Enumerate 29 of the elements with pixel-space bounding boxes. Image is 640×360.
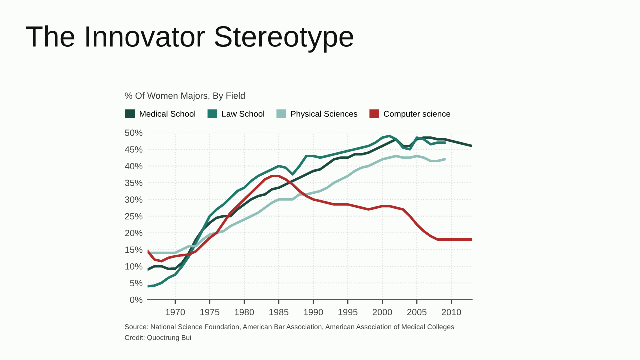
x-tick-label: 2005 (408, 309, 427, 316)
x-tick-label: 1990 (304, 309, 324, 316)
y-tick-label: 40% (125, 163, 143, 170)
y-tick-label: 25% (125, 213, 143, 220)
y-tick-label: 50% (125, 130, 143, 136)
x-tick-label: 1985 (270, 309, 289, 316)
x-tick-label: 2000 (372, 309, 392, 316)
y-tick-label: 30% (125, 196, 143, 204)
x-tick-label: 1995 (338, 309, 358, 316)
chart-title: The Innovator Stereotype (26, 26, 354, 53)
line-series (148, 134, 446, 288)
y-tick-label: 20% (125, 230, 143, 236)
x-tick-label: 1970 (166, 309, 186, 316)
y-tick-label: 45% (125, 146, 143, 153)
y-tick-label: 5% (130, 280, 143, 287)
y-tick-label: 15% (126, 246, 143, 254)
x-tick-label: 1980 (235, 309, 254, 316)
y-tick-label: 10% (126, 263, 143, 270)
x-tick-label: 1975 (200, 309, 220, 316)
legend-label: Physical Sciences (291, 110, 358, 119)
y-tick-label: 0% (130, 296, 143, 304)
legend-label: Law School (222, 110, 264, 118)
line-series (148, 154, 446, 254)
legend-label: Computer science (384, 110, 451, 119)
legend-label: Medical School (140, 110, 196, 118)
y-tick-label: 35% (125, 180, 143, 186)
x-tick-label: 2010 (442, 309, 462, 316)
chart-subtitle: % Of Women Majors, By Field (125, 92, 245, 101)
line-series (148, 175, 472, 263)
